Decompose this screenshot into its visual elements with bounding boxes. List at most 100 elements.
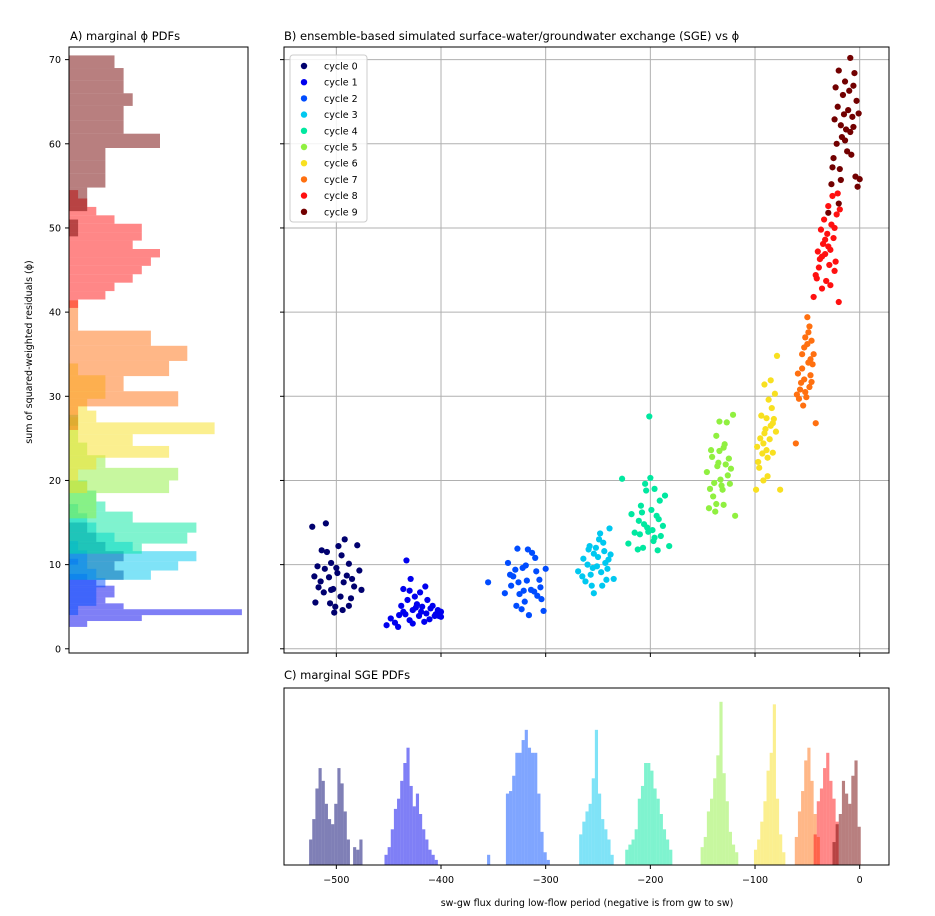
sge-bin-cycle-2 <box>487 854 491 865</box>
phi-bin-cycle-7 <box>69 406 79 430</box>
phi-bin-cycle-9 <box>69 120 124 134</box>
sge-bin-cycle-9 <box>841 780 846 865</box>
sge-bin-cycle-5 <box>703 836 707 865</box>
point-cycle-9 <box>854 183 861 190</box>
y-tick-label: 30 <box>49 392 61 403</box>
point-cycle-2 <box>516 590 523 598</box>
sge-bin-cycle-1 <box>400 780 404 865</box>
phi-bin-cycle-8 <box>69 265 142 275</box>
sge-bin-cycle-1 <box>403 763 407 865</box>
panel-c-title: C) marginal SGE PDFs <box>284 668 410 682</box>
sge-bin-cycle-0 <box>327 819 332 865</box>
sge-bin-cycle-6 <box>772 704 776 865</box>
sge-bin-cycle-4 <box>662 829 667 865</box>
panel-b-frame <box>283 46 890 654</box>
point-cycle-5 <box>720 444 727 451</box>
point-cycle-6 <box>760 477 767 484</box>
phi-bin-cycle-4 <box>69 511 133 523</box>
point-cycle-4 <box>642 480 649 487</box>
point-cycle-3 <box>600 539 607 546</box>
point-cycle-8 <box>830 234 837 242</box>
phi-bin-cycle-6 <box>69 410 97 423</box>
phi-bin-cycle-9 <box>69 55 115 69</box>
point-cycle-7 <box>803 394 810 401</box>
point-cycle-6 <box>771 390 779 397</box>
legend-marker <box>300 176 308 183</box>
panel-a-frame <box>68 46 249 654</box>
sge-bin-cycle-3 <box>579 834 583 865</box>
phi-bin-cycle-3 <box>69 551 197 562</box>
point-cycle-8 <box>821 216 828 223</box>
point-cycle-1 <box>403 557 410 564</box>
point-cycle-1 <box>423 610 430 617</box>
point-cycle-0 <box>340 579 347 586</box>
point-cycle-2 <box>514 545 521 552</box>
sge-bin-cycle-5 <box>716 755 720 865</box>
sge-bin-cycle-1 <box>428 849 432 865</box>
x-tick-label: −300 <box>533 875 559 886</box>
point-cycle-8 <box>829 192 836 200</box>
point-cycle-6 <box>777 486 784 493</box>
panel-b-scatter <box>280 46 890 657</box>
phi-bin-cycle-8 <box>69 291 106 300</box>
phi-bin-cycle-9 <box>69 173 106 188</box>
point-cycle-1 <box>426 616 433 623</box>
phi-bin-cycle-7 <box>69 300 79 316</box>
point-cycle-2 <box>513 602 520 609</box>
legend-marker <box>300 160 308 167</box>
sge-bin-cycle-8 <box>832 798 836 865</box>
point-cycle-6 <box>765 396 772 403</box>
sge-bin-cycle-6 <box>769 752 773 865</box>
point-cycle-6 <box>754 443 761 450</box>
point-cycle-2 <box>508 582 515 589</box>
point-cycle-6 <box>766 436 773 443</box>
point-cycle-0 <box>337 593 344 600</box>
point-cycle-9 <box>841 78 849 85</box>
point-cycle-2 <box>524 546 531 553</box>
point-cycle-7 <box>804 314 811 321</box>
legend-label: cycle 3 <box>324 110 358 121</box>
phi-bin-cycle-2 <box>69 596 97 606</box>
legend-marker <box>300 127 308 134</box>
phi-bin-cycle-5 <box>69 480 170 494</box>
phi-bin-cycle-6 <box>69 469 79 482</box>
sge-bin-cycle-7 <box>794 836 798 865</box>
point-cycle-0 <box>314 563 321 570</box>
sge-bin-cycle-7 <box>797 811 802 865</box>
point-cycle-0 <box>325 574 333 581</box>
point-cycle-4 <box>639 544 647 551</box>
legend-label: cycle 2 <box>324 94 358 105</box>
point-cycle-5 <box>713 500 720 508</box>
sge-bin-cycle-7 <box>804 760 808 865</box>
point-cycle-2 <box>538 596 545 603</box>
point-cycle-7 <box>792 440 799 447</box>
sge-bin-cycle-5 <box>735 852 739 865</box>
point-cycle-6 <box>769 449 776 456</box>
point-cycle-4 <box>651 534 658 541</box>
point-cycle-2 <box>532 554 539 561</box>
point-cycle-2 <box>501 590 508 597</box>
sge-bin-cycle-3 <box>601 819 605 865</box>
point-cycle-3 <box>587 571 594 578</box>
point-cycle-1 <box>398 602 405 609</box>
phi-bin-cycle-2 <box>69 578 106 588</box>
point-cycle-2 <box>518 606 525 613</box>
point-cycle-7 <box>810 351 817 358</box>
sge-bin-cycle-0 <box>359 839 363 865</box>
sge-bin-cycle-8 <box>826 752 830 865</box>
phi-bin-cycle-6 <box>69 457 97 470</box>
point-cycle-9 <box>845 107 852 114</box>
point-cycle-5 <box>716 447 723 455</box>
point-cycle-9 <box>832 84 839 91</box>
panel-a-histogram: 0 10 20 30 40 50 60 70 <box>49 46 249 655</box>
point-cycle-7 <box>805 329 812 336</box>
point-cycle-0 <box>311 573 318 580</box>
point-cycle-8 <box>810 293 817 301</box>
point-cycle-9 <box>836 165 843 173</box>
point-cycle-9 <box>846 87 853 94</box>
point-cycle-0 <box>351 583 358 590</box>
point-cycle-5 <box>723 419 730 426</box>
legend-label: cycle 8 <box>324 191 358 202</box>
point-cycle-3 <box>597 530 604 537</box>
point-cycle-9 <box>855 110 862 117</box>
